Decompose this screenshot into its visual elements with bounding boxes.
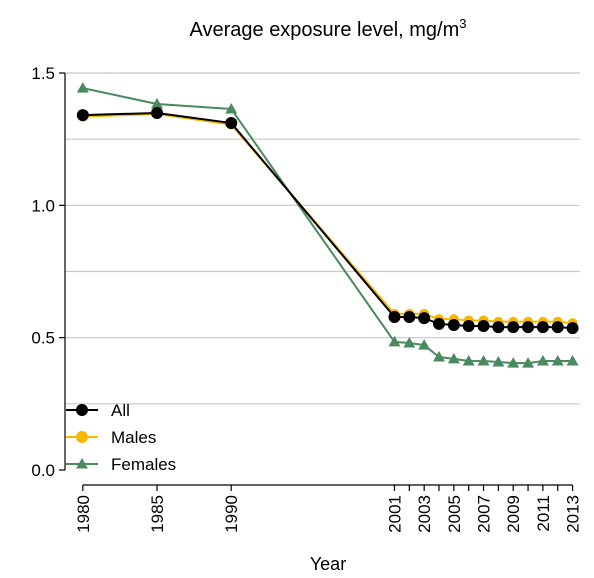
x-tick-label: 2007 xyxy=(475,495,494,533)
line xyxy=(82,87,573,365)
marker xyxy=(418,339,431,350)
marker xyxy=(76,109,89,122)
marker xyxy=(477,354,490,366)
x-tick-label: 1980 xyxy=(74,495,93,533)
marker xyxy=(76,82,89,93)
marker xyxy=(462,354,475,366)
marker xyxy=(507,321,520,334)
x-tick-label: 2013 xyxy=(564,495,583,533)
marker xyxy=(507,357,520,368)
x-tick-label: 1985 xyxy=(148,495,167,533)
marker xyxy=(447,318,460,331)
marker xyxy=(551,321,564,334)
line xyxy=(82,113,573,325)
marker xyxy=(151,106,164,119)
marker xyxy=(403,311,416,324)
chart-title: Average exposure level, mg/m3 xyxy=(190,16,467,41)
marker xyxy=(403,336,416,348)
x-axis-label: Year xyxy=(310,554,346,574)
marker xyxy=(477,320,490,333)
marker xyxy=(566,322,579,335)
title-superscript: 3 xyxy=(459,16,466,31)
marker xyxy=(492,321,505,334)
marker xyxy=(536,321,549,334)
marker xyxy=(225,102,238,114)
marker xyxy=(522,321,535,334)
marker xyxy=(522,357,535,368)
x-tick-label: 2003 xyxy=(415,495,434,533)
marker xyxy=(433,350,446,362)
marker xyxy=(536,354,549,366)
marker xyxy=(225,117,238,130)
marker xyxy=(433,317,446,330)
title-text: Average exposure level, mg/m xyxy=(190,19,460,41)
marker xyxy=(492,356,505,367)
x-tick-label: 2001 xyxy=(385,495,404,533)
marker xyxy=(418,312,431,325)
y-tick-label: 1.5 xyxy=(31,64,55,83)
legend-label: All xyxy=(111,401,130,420)
legend-label: Females xyxy=(111,455,176,474)
x-tick-label: 2005 xyxy=(445,495,464,533)
marker xyxy=(462,320,475,333)
x-tick-label: 1990 xyxy=(222,495,241,533)
y-tick-label: 1.0 xyxy=(31,196,55,215)
marker xyxy=(388,311,401,324)
y-tick-label: 0.5 xyxy=(31,329,55,348)
marker xyxy=(566,354,579,366)
x-tick-label: 2011 xyxy=(534,495,553,532)
marker xyxy=(151,97,164,109)
line xyxy=(82,111,573,330)
y-tick-label: 0.0 xyxy=(31,461,55,480)
marker xyxy=(551,354,564,366)
marker xyxy=(447,352,460,364)
marker xyxy=(76,458,88,469)
x-tick-label: 2009 xyxy=(504,495,523,533)
marker xyxy=(76,404,88,416)
marker xyxy=(388,335,401,347)
legend-label: Males xyxy=(111,428,156,447)
marker xyxy=(76,431,88,443)
